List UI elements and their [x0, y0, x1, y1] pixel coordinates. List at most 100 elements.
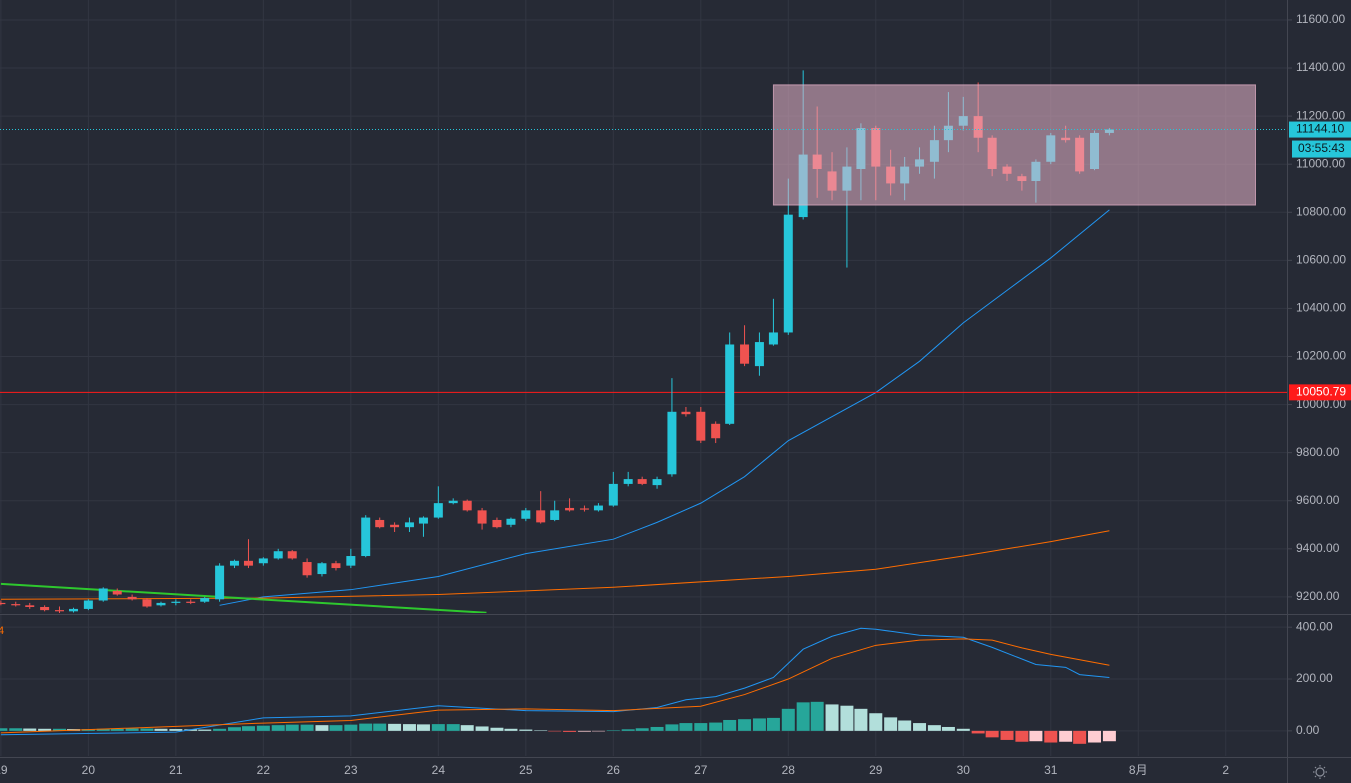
histogram-bar [825, 704, 839, 731]
candle-body [11, 604, 21, 606]
histogram-bar [709, 722, 723, 731]
histogram-bar [446, 724, 460, 731]
y-tick-label: 400.00 [1296, 619, 1333, 633]
candle-body [54, 610, 64, 612]
histogram-bar [344, 724, 358, 731]
candle-body [506, 518, 516, 525]
histogram-bar [1073, 730, 1087, 744]
x-tick-label: 24 [432, 763, 446, 777]
histogram-bar [402, 724, 416, 731]
histogram-bar [490, 727, 504, 731]
histogram-bar [504, 728, 518, 731]
candle-body [579, 508, 589, 510]
candle-body [375, 519, 385, 528]
histogram-bar [621, 729, 635, 731]
y-tick-label: 9200.00 [1296, 589, 1340, 603]
histogram-bar [1015, 730, 1029, 742]
histogram-bar [665, 724, 679, 731]
histogram-bar [927, 725, 941, 731]
candle-body [667, 411, 677, 475]
candle-body [243, 560, 253, 566]
histogram-bar [38, 728, 52, 731]
histogram-bar [781, 708, 795, 731]
y-tick-label: 11000.00 [1296, 156, 1345, 170]
histogram-bar [125, 728, 139, 731]
histogram-bar [140, 728, 154, 731]
histogram-bar [241, 726, 255, 731]
last-price-tag [1289, 121, 1351, 138]
candle-body [448, 500, 458, 504]
candle-body [477, 510, 487, 524]
candle-body [608, 483, 618, 506]
histogram-bar [285, 724, 299, 731]
candle-body [462, 500, 472, 511]
settings-icon[interactable] [1313, 765, 1327, 779]
x-tick-label: 28 [782, 763, 796, 777]
candle-body [112, 590, 122, 595]
histogram-bar [0, 728, 8, 731]
histogram-bar [941, 726, 955, 731]
histogram-bar [359, 723, 373, 731]
candle-body [696, 411, 706, 441]
candle-body [258, 558, 268, 564]
candle-body [361, 517, 371, 557]
histogram-bar [52, 728, 66, 731]
histogram-bar [796, 702, 810, 731]
candle-body [156, 602, 166, 606]
candle-body [273, 551, 283, 559]
x-tick-label: 31 [1044, 763, 1058, 777]
y-tick-label: 11200.00 [1296, 108, 1345, 122]
candle-body [331, 563, 341, 569]
candle-body [565, 507, 575, 511]
histogram-bar [256, 725, 270, 731]
histogram-bar [1102, 730, 1116, 742]
histogram-bar [198, 729, 212, 731]
candle-body [127, 596, 137, 600]
y-tick-label: 9400.00 [1296, 541, 1340, 555]
x-tick-label: 20 [82, 763, 96, 777]
histogram-bar [154, 728, 168, 731]
histogram-bar [315, 725, 329, 731]
candle-body [142, 599, 152, 607]
indicator-label: 4 [0, 625, 4, 637]
histogram-bar [752, 718, 766, 731]
candle-body [404, 522, 414, 528]
candle-body [711, 423, 721, 439]
y-tick-label: 10800.00 [1296, 204, 1346, 218]
histogram-bar [971, 730, 985, 734]
y-tick-label: 10200.00 [1296, 349, 1346, 363]
x-tick-label: 30 [957, 763, 971, 777]
y-tick-label: 11400.00 [1296, 60, 1345, 74]
x-tick-label: 26 [607, 763, 621, 777]
histogram-bar [373, 723, 387, 731]
candle-body [287, 551, 297, 559]
candle-body [302, 562, 312, 576]
indicator-line [0, 627, 1110, 736]
histogram-bar [271, 725, 285, 731]
histogram-bar [460, 725, 474, 731]
y-tick-label: 11600.00 [1296, 12, 1345, 26]
candle-body [390, 524, 400, 528]
x-tick-label: 2 [1222, 763, 1229, 777]
histogram-bar [679, 723, 693, 731]
histogram-bar [840, 705, 854, 731]
candle-body [521, 510, 531, 519]
candle-body [0, 602, 6, 605]
histogram-bar [110, 728, 124, 731]
candle-body [346, 556, 356, 566]
candle-body [783, 214, 793, 333]
indicator-line [0, 638, 1110, 734]
x-tick-label: 21 [169, 763, 183, 777]
x-tick-label: 29 [869, 763, 883, 777]
histogram-bar [1088, 730, 1102, 743]
candle-body [768, 332, 778, 345]
candle-body [171, 601, 181, 603]
x-tick-label: 23 [344, 763, 358, 777]
candle-body [725, 344, 735, 424]
histogram-bar [213, 728, 227, 731]
candle-body [536, 510, 546, 523]
indicator-line [219, 209, 1110, 606]
histogram-bar [1000, 730, 1014, 740]
candle-body [186, 601, 196, 603]
y-tick-label: 9600.00 [1296, 493, 1340, 507]
